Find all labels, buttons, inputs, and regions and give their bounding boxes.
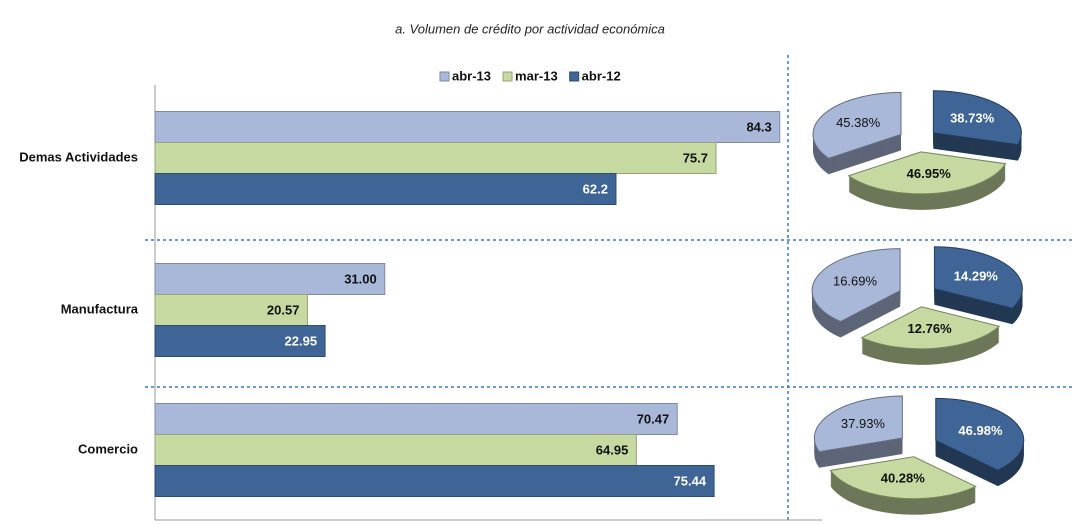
pie-label: 14.29% (954, 268, 999, 283)
category-label: Demas Actividades (19, 149, 138, 164)
value-label: 31.00 (344, 271, 377, 286)
bar (154, 465, 715, 497)
bar (154, 403, 678, 435)
pie-slice (847, 151, 1007, 210)
pie-label: 12.76% (908, 321, 953, 336)
value-label: 64.95 (596, 442, 629, 457)
pie-slice (811, 248, 901, 338)
pie-slice (812, 91, 902, 175)
pie-label: 45.38% (836, 115, 881, 130)
chart-title: a. Volumen de crédito por actividad econ… (395, 21, 665, 36)
bar (154, 263, 386, 295)
slice-top (932, 90, 1022, 146)
legend-label: mar-13 (515, 68, 558, 83)
legend-label: abr-13 (452, 68, 491, 83)
pie-slice (829, 456, 977, 515)
pie-label: 40.28% (881, 471, 926, 486)
slice-top (813, 395, 903, 453)
bar (154, 325, 326, 357)
slice-top (811, 248, 901, 323)
bar (154, 111, 781, 143)
pie-slice (935, 397, 1025, 487)
value-label: 75.44 (674, 473, 707, 488)
slice-top (935, 397, 1025, 471)
slice-top (812, 91, 902, 159)
value-label: 20.57 (267, 302, 300, 317)
legend-label: abr-12 (582, 68, 621, 83)
legend-swatch (439, 71, 450, 82)
pie-slice (813, 395, 903, 468)
value-label: 22.95 (285, 333, 318, 348)
pie-slice (932, 90, 1022, 161)
pie-label: 38.73% (950, 110, 995, 125)
pie-label: 46.95% (907, 166, 952, 181)
value-label: 62.2 (583, 181, 608, 196)
slice-top (860, 306, 1001, 350)
pie-slice (933, 246, 1023, 325)
value-label: 70.47 (637, 411, 670, 426)
value-label: 84.3 (746, 119, 771, 134)
slice-top (829, 456, 977, 500)
slice-top (847, 151, 1007, 195)
bar (154, 434, 637, 466)
category-label: Comercio (78, 441, 138, 456)
slice-top (933, 246, 1023, 309)
legend-swatch (502, 71, 513, 82)
pie-label: 46.98% (958, 423, 1003, 438)
pie-slice (860, 306, 1001, 365)
bar (154, 142, 717, 174)
value-label: 75.7 (683, 150, 708, 165)
pie-label: 37.93% (841, 416, 886, 431)
category-label: Manufactura (61, 301, 139, 316)
legend-swatch (569, 71, 580, 82)
pie-label: 16.69% (833, 274, 878, 289)
bar (154, 173, 617, 205)
